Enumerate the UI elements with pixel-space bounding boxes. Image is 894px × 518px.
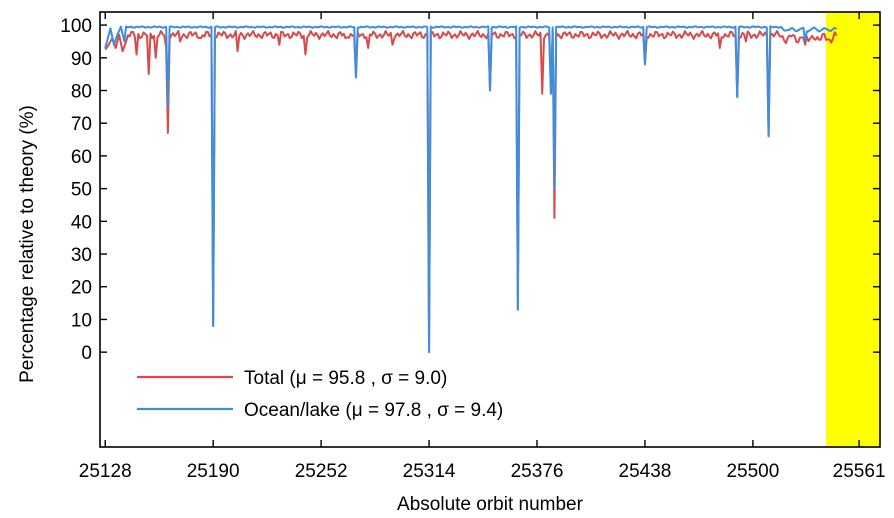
x-tick-label-25376: 25376 [511, 461, 564, 482]
y-axis-title: Percentage relative to theory (%) [17, 105, 38, 383]
y-tick-label-70: 70 [71, 114, 92, 135]
y-tick-label-10: 10 [71, 310, 92, 331]
y-tick-label-40: 40 [71, 212, 92, 233]
legend-label-ocean-lake: Ocean/lake (μ = 97.8 , σ = 9.4) [244, 400, 503, 421]
x-tick-label-25500: 25500 [726, 461, 779, 482]
y-tick-label-100: 100 [60, 16, 92, 37]
legend: Total (μ = 95.8 , σ = 9.0) Ocean/lake (μ… [137, 368, 503, 421]
y-tick-label-90: 90 [71, 49, 92, 70]
y-tick-label-50: 50 [71, 180, 92, 201]
y-tick-label-30: 30 [71, 245, 92, 266]
legend-label-total: Total (μ = 95.8 , σ = 9.0) [244, 368, 447, 389]
plot-frame [99, 11, 881, 448]
y-axis: 0 10 20 30 40 50 60 70 80 90 100 [60, 16, 880, 364]
x-tick-label-25252: 25252 [295, 461, 348, 482]
x-axis: 25128 25190 25252 25314 25376 25438 25500 25561 [79, 12, 886, 482]
x-tick-label-25128: 25128 [79, 461, 132, 482]
x-axis-title: Absolute orbit number [397, 494, 584, 515]
x-tick-label-25314: 25314 [403, 461, 456, 482]
y-tick-label-60: 60 [71, 147, 92, 168]
series-layer [104, 25, 838, 354]
x-tick-label-25190: 25190 [187, 461, 240, 482]
x-tick-label-25438: 25438 [619, 461, 672, 482]
y-tick-label-80: 80 [71, 81, 92, 102]
x-tick-label-25561: 25561 [833, 461, 886, 482]
series-line-ocean-lake [104, 25, 837, 354]
highlight-band [826, 12, 880, 447]
y-tick-label-0: 0 [81, 343, 92, 364]
y-tick-label-20: 20 [71, 278, 92, 299]
series-line-total [104, 29, 838, 354]
